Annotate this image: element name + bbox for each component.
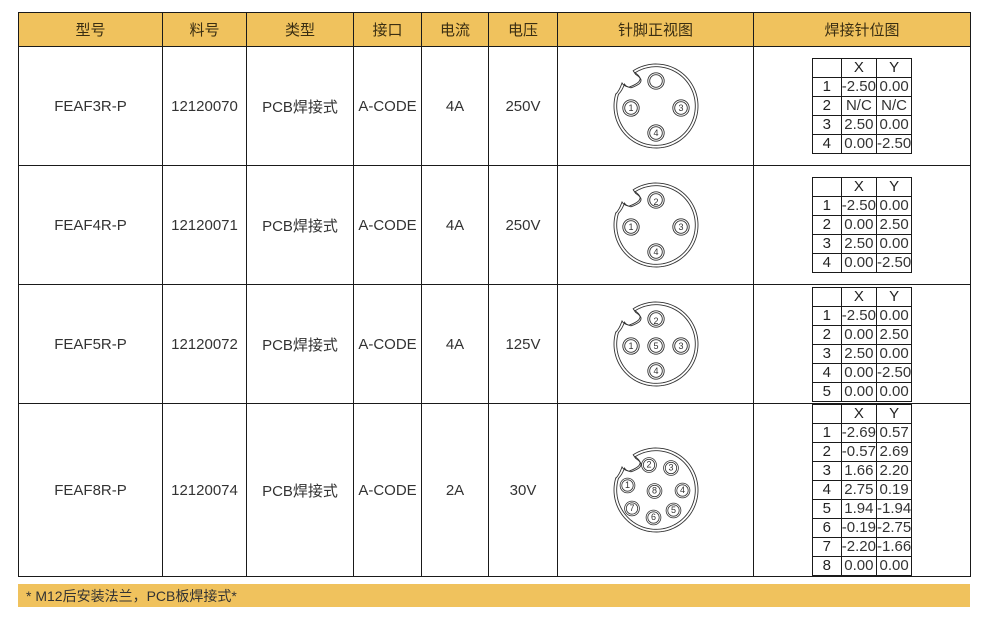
svg-text:2: 2 — [653, 197, 658, 207]
svg-text:4: 4 — [653, 247, 658, 257]
svg-text:2: 2 — [646, 460, 651, 470]
svg-text:7: 7 — [629, 503, 634, 513]
svg-text:3: 3 — [678, 222, 683, 232]
svg-text:1: 1 — [628, 222, 633, 232]
svg-text:4: 4 — [653, 366, 658, 376]
svg-text:4: 4 — [653, 128, 658, 138]
svg-text:3: 3 — [678, 341, 683, 351]
svg-text:2: 2 — [653, 316, 658, 326]
svg-text:3: 3 — [668, 463, 673, 473]
svg-text:8: 8 — [651, 486, 656, 496]
svg-text:1: 1 — [628, 103, 633, 113]
svg-text:3: 3 — [678, 103, 683, 113]
svg-text:5: 5 — [670, 505, 675, 515]
svg-text:6: 6 — [650, 512, 655, 522]
svg-text:1: 1 — [628, 341, 633, 351]
svg-text:1: 1 — [624, 480, 629, 490]
svg-text:4: 4 — [679, 485, 684, 495]
svg-text:5: 5 — [653, 341, 658, 351]
